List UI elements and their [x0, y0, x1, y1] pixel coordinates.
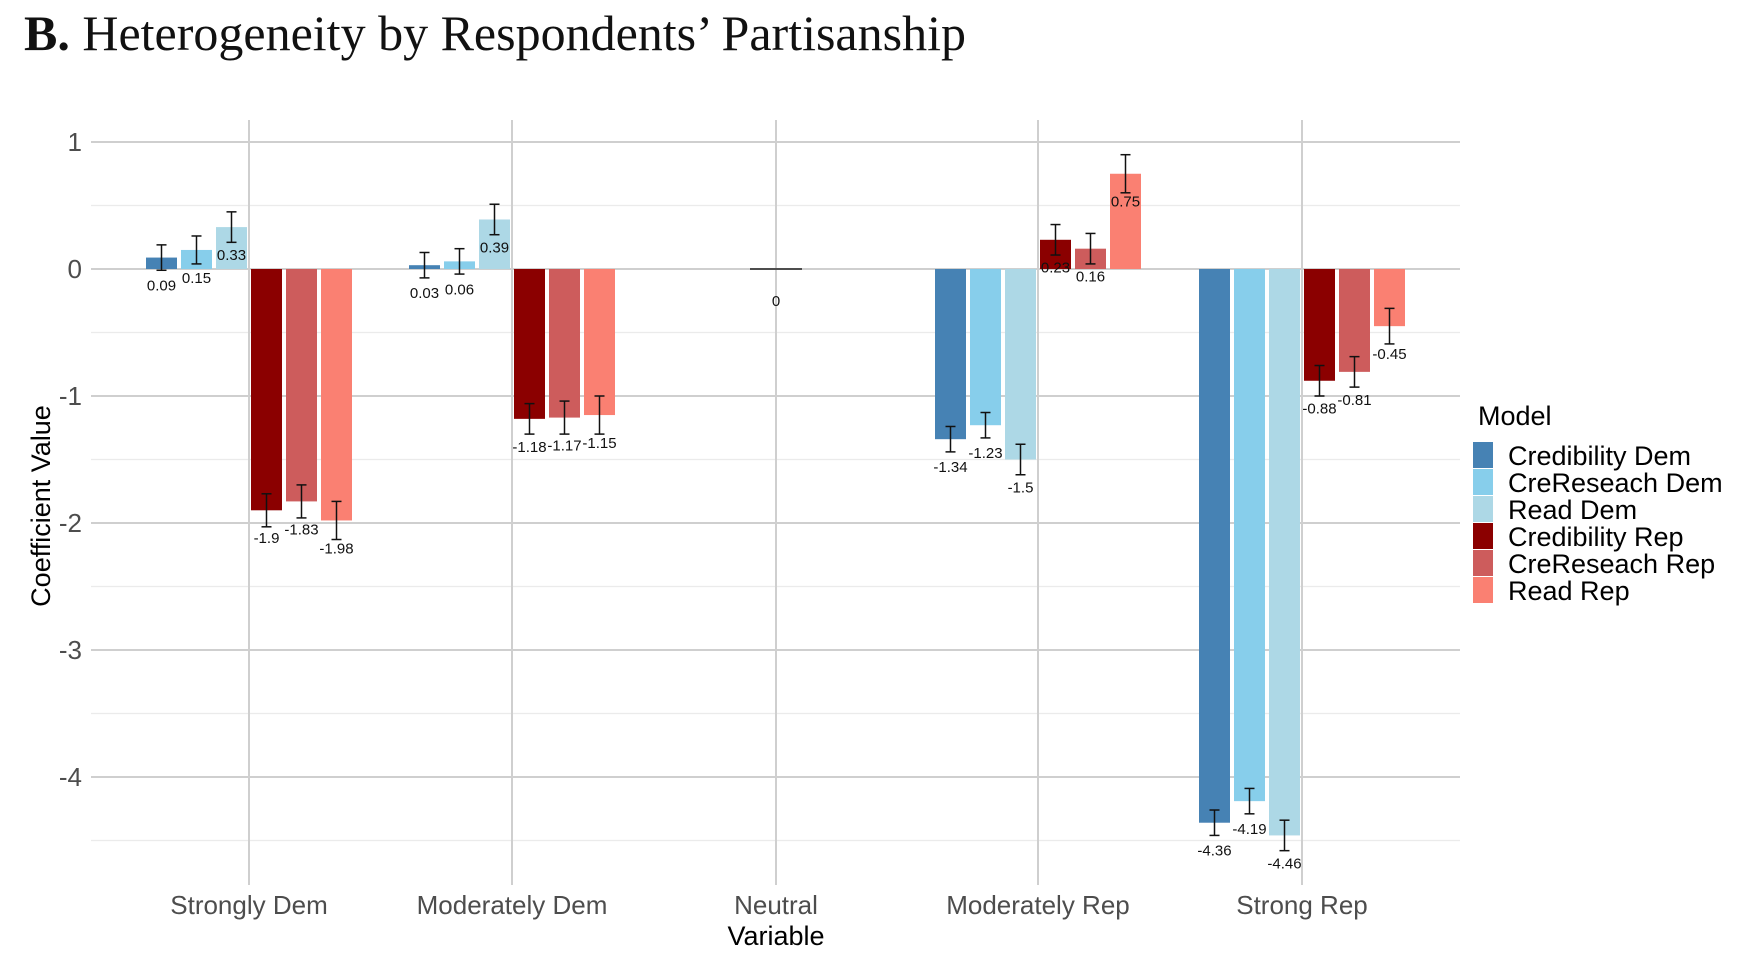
value-label: -0.88: [1302, 401, 1336, 418]
x-axis-title: Variable: [727, 921, 824, 951]
legend-swatch: [1473, 442, 1493, 468]
bar: [1199, 269, 1230, 823]
value-label: -4.46: [1267, 855, 1301, 872]
legend-label: CreReseach Dem: [1508, 468, 1723, 498]
legend-label: Read Rep: [1508, 576, 1630, 606]
bar: [1005, 269, 1036, 460]
value-label: -0.45: [1372, 346, 1406, 363]
bar: [1269, 269, 1300, 836]
bar: [514, 269, 545, 419]
bar: [321, 269, 352, 521]
y-tick-label: -2: [59, 508, 82, 538]
x-tick-label: Strongly Dem: [170, 890, 328, 920]
bar: [286, 269, 317, 502]
bar: [1339, 269, 1370, 372]
value-label: -1.18: [512, 439, 546, 456]
legend-swatch: [1473, 550, 1493, 576]
y-tick-label: -1: [59, 381, 82, 411]
title-text: Heterogeneity by Respondents’ Partisansh…: [82, 5, 966, 61]
y-axis-title: Coefficient Value: [26, 405, 56, 607]
y-tick-label: -3: [59, 635, 82, 665]
y-tick-label: -4: [59, 762, 82, 792]
value-label: -1.34: [933, 459, 967, 476]
value-label: -0.81: [1337, 392, 1371, 409]
y-tick-label: 0: [68, 254, 82, 284]
value-label: -1.17: [547, 438, 581, 455]
legend-label: Read Dem: [1508, 495, 1637, 525]
x-tick-label: Neutral: [734, 890, 818, 920]
value-label: -1.9: [254, 530, 280, 547]
value-label: 0: [772, 293, 780, 310]
value-label: -1.83: [284, 521, 318, 538]
value-label: 0.33: [217, 247, 246, 264]
bar: [584, 269, 615, 416]
value-label: -4.19: [1232, 821, 1266, 838]
panel-label: B.: [24, 5, 70, 61]
y-tick-label: 1: [68, 127, 82, 157]
bar: [1304, 269, 1335, 381]
value-label: 0.39: [480, 239, 509, 256]
legend-swatch: [1473, 496, 1493, 522]
chart-title: B. Heterogeneity by Respondents’ Partisa…: [24, 4, 966, 62]
legend-swatch: [1473, 523, 1493, 549]
value-label: 0.09: [147, 278, 176, 295]
value-label: 0.23: [1041, 260, 1070, 277]
x-tick-label: Strong Rep: [1236, 890, 1368, 920]
bar: [251, 269, 282, 511]
value-label: -4.36: [1197, 843, 1231, 860]
legend-swatch: [1473, 577, 1493, 603]
value-label: 0.06: [445, 281, 474, 298]
legend-title: Model: [1478, 401, 1552, 431]
value-label: 0.75: [1111, 194, 1140, 211]
legend-label: CreReseach Rep: [1508, 549, 1715, 579]
value-label: 0.16: [1076, 269, 1105, 286]
legend-swatch: [1473, 469, 1493, 495]
x-tick-label: Moderately Rep: [946, 890, 1130, 920]
value-label: 0.15: [182, 270, 211, 287]
bar: [970, 269, 1001, 426]
legend-label: Credibility Dem: [1508, 441, 1691, 471]
bar: [1234, 269, 1265, 802]
value-label: -1.23: [968, 445, 1002, 462]
value-label: -1.5: [1008, 479, 1034, 496]
value-label: -1.15: [582, 435, 616, 452]
x-tick-label: Moderately Dem: [417, 890, 608, 920]
bar: [549, 269, 580, 418]
value-label: 0.03: [410, 285, 439, 302]
legend-label: Credibility Rep: [1508, 522, 1684, 552]
bar: [935, 269, 966, 440]
value-label: -1.98: [319, 540, 353, 557]
